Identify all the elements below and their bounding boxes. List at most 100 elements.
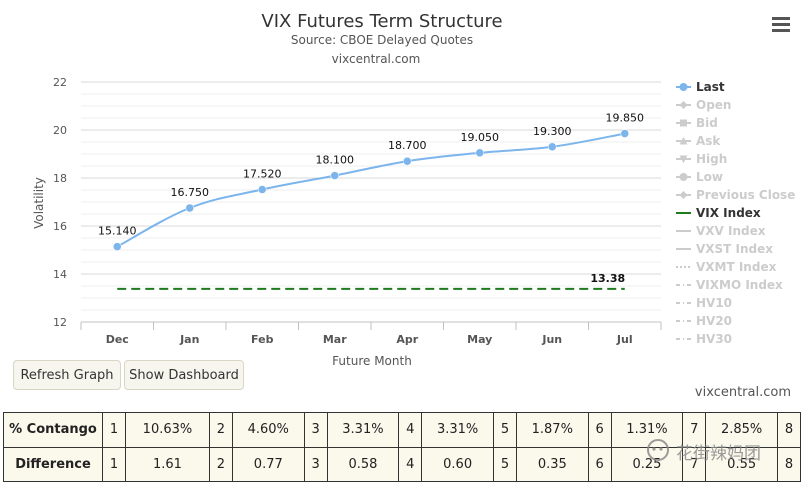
column-index: 5 bbox=[492, 446, 517, 482]
last-data-label: 17.520 bbox=[243, 168, 282, 181]
table-cell-value: 0.77 bbox=[231, 446, 305, 482]
table-cell-value: 0.58 bbox=[326, 446, 400, 482]
table-cell-value: 0.55 bbox=[705, 446, 778, 482]
column-index: 7 bbox=[682, 446, 707, 482]
last-data-point[interactable] bbox=[403, 156, 412, 166]
x-tick-label: Jan bbox=[179, 333, 199, 346]
y-tick-label: 14 bbox=[53, 268, 67, 281]
legend-label: Open bbox=[696, 98, 731, 112]
legend-label: VXMT Index bbox=[696, 260, 777, 274]
column-index: 1 bbox=[102, 412, 126, 448]
x-tick-label: Apr bbox=[396, 333, 418, 346]
y-tick-label: 22 bbox=[53, 76, 67, 89]
table-cell-value: 4.60% bbox=[231, 412, 305, 448]
legend: Last Open Bid Ask High Low Previous Close VIX I… bbox=[676, 80, 795, 346]
legend-label: VXST Index bbox=[696, 242, 773, 256]
column-index: 7 bbox=[682, 412, 707, 448]
table-cell-value: 0.35 bbox=[515, 446, 589, 482]
legend-item[interactable]: VXMT Index bbox=[676, 260, 777, 274]
x-tick-label: May bbox=[467, 333, 492, 346]
legend-item[interactable]: Previous Close bbox=[676, 188, 795, 202]
last-data-label: 18.700 bbox=[388, 139, 427, 152]
legend-item[interactable]: Last bbox=[676, 80, 725, 94]
difference-row: Difference 1 1.61 2 0.77 3 0.58 4 0.60 5 0.35 6 0.2… bbox=[3, 446, 801, 482]
legend-circle-icon bbox=[679, 83, 688, 91]
column-index: 4 bbox=[398, 412, 423, 448]
y-axis-label: Volatility bbox=[32, 177, 46, 229]
column-index: 5 bbox=[492, 412, 517, 448]
table-cell-value: 2.85% bbox=[705, 412, 778, 448]
table-cell-value: 1.87% bbox=[515, 412, 589, 448]
legend-item[interactable]: HV20 bbox=[676, 314, 732, 328]
x-tick-label: Dec bbox=[106, 333, 129, 346]
series-layer: 15.140 16.750 17.520 18.100 18.700 19.050 19.3… bbox=[98, 112, 644, 290]
legend-label: HV10 bbox=[696, 296, 732, 310]
grid-lines bbox=[81, 81, 661, 323]
vix-index-value-label: 13.38 bbox=[590, 272, 625, 285]
last-data-point[interactable] bbox=[330, 171, 339, 180]
x-tick-label: Mar bbox=[323, 333, 347, 346]
last-data-point[interactable] bbox=[113, 242, 122, 251]
legend-square-icon bbox=[680, 119, 687, 127]
legend-item[interactable]: HV10 bbox=[676, 296, 732, 310]
x-tick-label: Feb bbox=[251, 333, 274, 346]
column-index: 2 bbox=[208, 412, 233, 448]
chart-title: VIX Futures Term Structure bbox=[261, 11, 502, 32]
x-axis-label: Future Month bbox=[332, 354, 412, 368]
legend-item[interactable]: HV30 bbox=[676, 332, 732, 346]
legend-label: High bbox=[696, 152, 727, 166]
column-index: 3 bbox=[303, 446, 328, 482]
column-index: 1 bbox=[102, 446, 126, 482]
legend-label: Low bbox=[696, 170, 723, 184]
legend-label: VXV Index bbox=[696, 224, 766, 238]
legend-item[interactable]: High bbox=[676, 152, 727, 166]
last-data-point[interactable] bbox=[548, 142, 557, 152]
legend-label: HV30 bbox=[696, 332, 732, 346]
column-index: 8 bbox=[777, 412, 801, 448]
legend-triangle-icon bbox=[679, 137, 688, 145]
y-tick-label: 16 bbox=[53, 220, 67, 233]
column-index: 2 bbox=[208, 446, 233, 482]
last-data-label: 19.300 bbox=[533, 125, 572, 138]
refresh-graph-button[interactable]: Refresh Graph bbox=[13, 360, 121, 390]
legend-item[interactable]: VXV Index bbox=[676, 224, 766, 238]
column-index: 6 bbox=[587, 446, 612, 482]
legend-label: VIX Index bbox=[696, 206, 761, 220]
y-tick-label: 12 bbox=[53, 316, 67, 329]
column-index: 6 bbox=[587, 412, 612, 448]
legend-item[interactable]: Ask bbox=[676, 134, 721, 148]
credit-link[interactable]: vixcentral.com bbox=[694, 385, 791, 400]
table-cell-value: 1.61 bbox=[125, 446, 210, 482]
legend-item[interactable]: Bid bbox=[676, 116, 718, 130]
y-tick-label: 18 bbox=[53, 172, 67, 185]
contango-row: % Contango 1 10.63% 2 4.60% 3 3.31% 4 3.31% 5 1.8… bbox=[3, 412, 801, 448]
table-cell-value: 1.31% bbox=[610, 412, 684, 448]
legend-item[interactable]: VIXMO Index bbox=[676, 278, 783, 292]
legend-label: Ask bbox=[696, 134, 721, 148]
last-data-point[interactable] bbox=[258, 185, 267, 194]
last-data-point[interactable] bbox=[185, 203, 194, 213]
axes: 12 14 16 18 20 22 Dec Jan Feb Mar Apr May Jun Jul bbox=[53, 76, 662, 346]
legend-item[interactable]: Low bbox=[676, 170, 723, 184]
legend-item[interactable]: VIX Index bbox=[676, 206, 761, 220]
legend-label: VIXMO Index bbox=[696, 278, 783, 292]
hamburger-icon[interactable] bbox=[772, 17, 790, 32]
last-data-point[interactable] bbox=[475, 148, 484, 158]
column-index: 8 bbox=[777, 446, 801, 482]
chart: VIX Futures Term Structure Source: CBOE … bbox=[32, 11, 795, 368]
last-data-point[interactable] bbox=[620, 129, 629, 138]
chart-subtitle: Source: CBOE Delayed Quotes bbox=[291, 33, 473, 47]
legend-label: HV20 bbox=[696, 314, 732, 328]
y-tick-label: 20 bbox=[53, 124, 67, 137]
legend-item[interactable]: VXST Index bbox=[676, 242, 773, 256]
legend-circle-icon bbox=[679, 173, 688, 181]
table-cell-value: 3.31% bbox=[421, 412, 494, 448]
legend-diamond-icon bbox=[679, 191, 688, 199]
chart-credit-top: vixcentral.com bbox=[332, 52, 421, 66]
legend-label: Bid bbox=[696, 116, 718, 130]
x-tick-label: Jun bbox=[541, 333, 562, 346]
legend-item[interactable]: Open bbox=[676, 98, 731, 112]
show-dashboard-button[interactable]: Show Dashboard bbox=[124, 360, 244, 390]
last-data-label: 19.050 bbox=[461, 131, 500, 144]
row-label: Difference bbox=[3, 446, 103, 482]
